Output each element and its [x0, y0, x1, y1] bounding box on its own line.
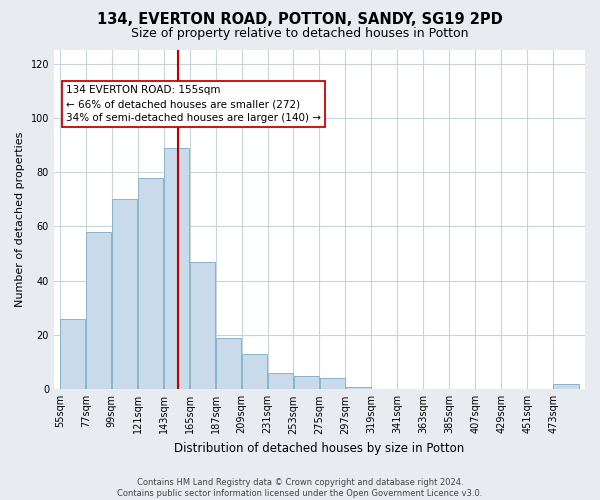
Bar [164, 148, 190, 390]
Bar [553, 384, 579, 390]
Bar [294, 376, 319, 390]
Y-axis label: Number of detached properties: Number of detached properties [15, 132, 25, 308]
Bar [242, 354, 267, 390]
X-axis label: Distribution of detached houses by size in Potton: Distribution of detached houses by size … [175, 442, 464, 455]
Text: Contains HM Land Registry data © Crown copyright and database right 2024.
Contai: Contains HM Land Registry data © Crown c… [118, 478, 482, 498]
Bar [268, 373, 293, 390]
Bar [60, 318, 85, 390]
Bar [112, 200, 137, 390]
Bar [190, 262, 215, 390]
Bar [86, 232, 112, 390]
Bar [216, 338, 241, 390]
Bar [138, 178, 163, 390]
Text: 134 EVERTON ROAD: 155sqm
← 66% of detached houses are smaller (272)
34% of semi-: 134 EVERTON ROAD: 155sqm ← 66% of detach… [66, 86, 321, 124]
Text: Size of property relative to detached houses in Potton: Size of property relative to detached ho… [131, 28, 469, 40]
Bar [346, 386, 371, 390]
Text: 134, EVERTON ROAD, POTTON, SANDY, SG19 2PD: 134, EVERTON ROAD, POTTON, SANDY, SG19 2… [97, 12, 503, 28]
Bar [320, 378, 345, 390]
